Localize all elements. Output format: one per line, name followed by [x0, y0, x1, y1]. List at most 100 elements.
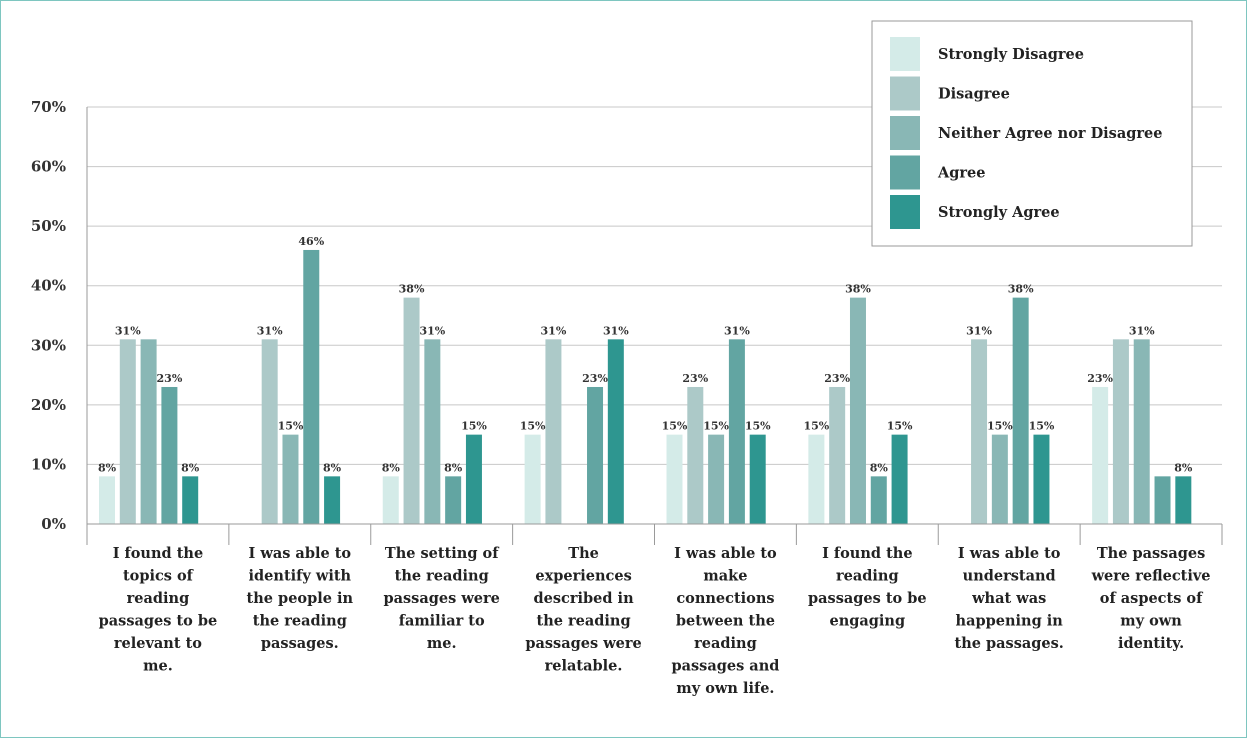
category-label-line: I found the [113, 545, 203, 562]
category-label-line: identify with [249, 568, 352, 585]
legend-swatch [890, 195, 920, 229]
data-label: 38% [399, 283, 425, 296]
y-tick-label: 40% [31, 277, 66, 295]
data-label: 15% [461, 420, 487, 433]
data-label: 8% [870, 461, 889, 474]
bar [1112, 339, 1129, 524]
data-label: 15% [887, 420, 913, 433]
category-label-line: what was [971, 590, 1046, 607]
category-label-line: reading [836, 568, 899, 585]
bar [1175, 476, 1192, 524]
category-label-line: my own [1120, 613, 1182, 630]
legend-swatch [890, 37, 920, 71]
bar [829, 386, 846, 524]
data-label: 8% [382, 461, 401, 474]
category-label-line: familiar to [399, 613, 485, 630]
category-label-line: the passages. [955, 635, 1064, 652]
category-label-line: experiences [535, 568, 631, 585]
category-label-line: passages. [261, 635, 339, 652]
data-label: 15% [703, 420, 729, 433]
category-labels: I found the topics of reading passages to b… [99, 545, 1211, 697]
data-label: 38% [1008, 283, 1034, 296]
data-label: 38% [845, 283, 871, 296]
bar [445, 476, 462, 524]
data-label: 8% [444, 461, 463, 474]
data-label: 15% [803, 420, 829, 433]
category-label: I was able to identify with the people in t… [247, 545, 354, 652]
bar [119, 339, 136, 524]
data-label: 23% [582, 372, 608, 385]
bar [1154, 476, 1171, 524]
category-label-line: happening in [956, 613, 1064, 630]
data-label: 8% [323, 461, 342, 474]
data-label: 8% [98, 461, 117, 474]
category-label: I was able to make connections between the r… [671, 545, 779, 697]
data-label: 31% [541, 324, 567, 337]
legend-label: Strongly Disagree [938, 46, 1084, 63]
bar [261, 339, 278, 524]
category-label-line: were reflective [1091, 568, 1211, 585]
bars [99, 249, 1192, 524]
bar [1012, 297, 1029, 524]
bar [849, 297, 866, 524]
category-label-line: I was able to [249, 545, 352, 562]
category-label-line: relevant to [114, 635, 202, 652]
category-label-line: passages were [525, 635, 641, 652]
bar [545, 339, 562, 524]
bar [808, 434, 825, 524]
data-label: 15% [662, 420, 688, 433]
y-axis-ticks: 0% 10% 20% 30% 40% 50% 60% 70% [31, 98, 66, 533]
data-label: 15% [520, 420, 546, 433]
category-label-line: reading [127, 590, 190, 607]
bar [303, 249, 320, 524]
category-label-line: the people in [247, 590, 354, 607]
category-label-line: of aspects of [1100, 590, 1204, 607]
legend-label: Neither Agree nor Disagree [938, 125, 1162, 142]
category-label-line: the reading [537, 613, 631, 630]
bar [708, 434, 725, 524]
category-label-line: passages were [383, 590, 499, 607]
data-label: 46% [298, 235, 324, 248]
category-label-line: passages to be [808, 590, 927, 607]
data-label: 15% [987, 420, 1013, 433]
bar [182, 476, 199, 524]
bar [749, 434, 766, 524]
category-label: I found the reading passages to be engaging [808, 545, 927, 630]
legend-swatch [890, 116, 920, 150]
bar [282, 434, 299, 524]
y-tick-label: 70% [31, 98, 66, 116]
y-tick-label: 60% [31, 158, 66, 176]
legend-label: Disagree [938, 86, 1010, 103]
category-label-line: identity. [1118, 635, 1184, 652]
bar [728, 339, 745, 524]
category-label-line: topics of [123, 568, 195, 585]
legend-label: Agree [937, 165, 985, 182]
y-tick-label: 50% [31, 217, 66, 235]
legend-label: Strongly Agree [938, 204, 1060, 221]
category-label: I found the topics of reading passages to b… [99, 545, 218, 675]
category-label-line: The setting of [385, 545, 500, 562]
category-label-line: between the [676, 613, 775, 630]
data-label: 8% [181, 461, 200, 474]
data-label: 23% [1087, 372, 1113, 385]
bar [891, 434, 908, 524]
data-label: 31% [603, 324, 629, 337]
bar [687, 386, 704, 524]
category-label-line: the reading [253, 613, 347, 630]
category-label-line: make [703, 568, 747, 585]
bar [607, 339, 624, 524]
category-label-line: engaging [829, 613, 905, 630]
bar [140, 339, 157, 524]
category-label-line: passages and [671, 658, 779, 675]
category-label-line: I was able to [958, 545, 1061, 562]
category-label-line: my own life. [676, 680, 774, 697]
data-label: 15% [745, 420, 771, 433]
bar [324, 476, 341, 524]
data-label: 15% [1029, 420, 1055, 433]
legend-swatch [890, 155, 920, 190]
bar [424, 339, 441, 524]
bar [1133, 339, 1150, 524]
data-label: 31% [115, 324, 141, 337]
bar [403, 297, 420, 524]
bar [666, 434, 683, 524]
